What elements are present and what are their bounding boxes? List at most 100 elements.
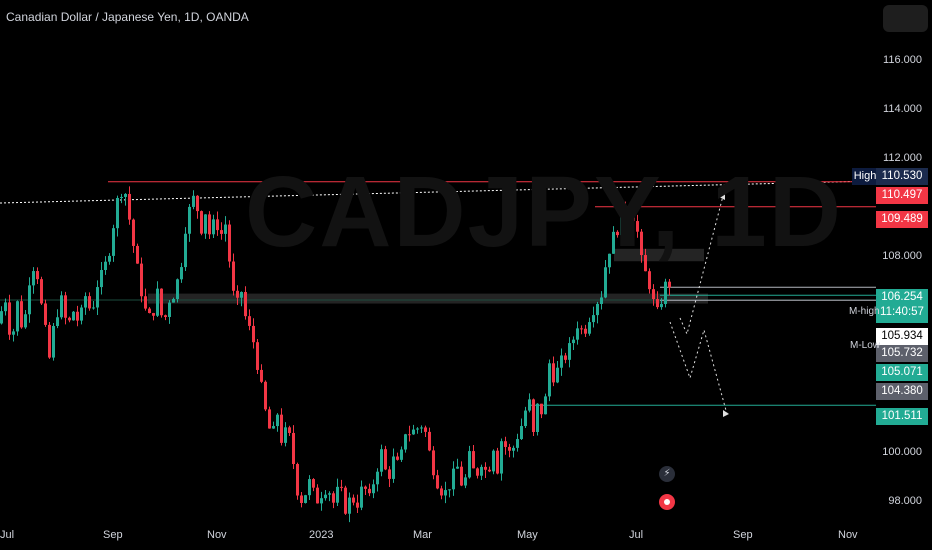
candle-body	[312, 479, 315, 488]
bearish-arrowhead	[723, 410, 729, 417]
candle-body	[420, 427, 423, 429]
candle-body	[444, 490, 447, 496]
candle-body	[408, 434, 411, 436]
candle-body	[448, 489, 451, 491]
candle-body	[360, 486, 363, 508]
candle-body	[72, 311, 75, 321]
candle-body	[12, 331, 15, 335]
candle-body	[376, 471, 379, 485]
candle-body	[284, 427, 287, 443]
candle-body	[496, 450, 499, 474]
candle-body	[112, 228, 115, 256]
candle-body	[380, 449, 383, 472]
candle-body	[524, 410, 527, 427]
m-low-text: M-Low	[850, 340, 881, 351]
candle-body	[300, 495, 303, 503]
candle-body	[484, 466, 487, 470]
candle-body	[224, 224, 227, 234]
candle-body	[588, 322, 591, 334]
candle-body	[624, 206, 627, 221]
candle-body	[244, 291, 247, 317]
candle-body	[60, 295, 63, 318]
candle-body	[328, 493, 331, 495]
candle-body	[608, 253, 611, 268]
candle-body	[552, 363, 555, 383]
candle-body	[124, 193, 127, 197]
candle-body	[260, 369, 263, 382]
m-low-price-label: 105.732	[876, 345, 928, 362]
candle-body	[528, 399, 531, 411]
candle-body	[128, 193, 131, 220]
candle-body	[280, 414, 283, 443]
candle-body	[96, 287, 99, 308]
candle-body	[432, 450, 435, 476]
candle-body	[512, 447, 515, 451]
candle-body	[664, 281, 667, 305]
candle-body	[144, 296, 147, 309]
candle-body	[292, 432, 295, 465]
candle-body	[592, 315, 595, 323]
candle-body	[424, 427, 427, 432]
grey-price-label: 104.380	[876, 383, 928, 400]
candle-body	[388, 469, 391, 479]
candle-body	[212, 219, 215, 235]
bearish-projection	[669, 321, 728, 415]
candle-body	[208, 214, 211, 235]
red-price-label-2: 109.489	[876, 211, 928, 228]
record-icon[interactable]	[659, 494, 675, 510]
countdown-label: 11:40:57	[880, 306, 924, 318]
x-tick: Jul	[629, 529, 644, 541]
candle-body	[476, 468, 479, 476]
candle-body	[436, 475, 439, 489]
candle-body	[248, 316, 251, 326]
high-tag: High	[852, 168, 878, 185]
candle-body	[632, 217, 635, 222]
candle-body	[188, 206, 191, 234]
candle-body	[428, 431, 431, 451]
candle-body	[104, 261, 107, 271]
candle-body	[584, 328, 587, 334]
chart-title[interactable]: Canadian Dollar / Japanese Yen, 1D, OAND…	[6, 10, 249, 24]
candle-body	[544, 396, 547, 415]
candle-body	[352, 497, 355, 503]
candle-body	[508, 446, 511, 451]
candle-body	[200, 211, 203, 234]
candle-body	[368, 488, 371, 494]
x-tick: Sep	[103, 529, 123, 541]
candle-body	[16, 301, 19, 332]
candle-body	[316, 487, 319, 504]
candle-body	[324, 494, 327, 499]
candle-body	[520, 426, 523, 440]
candle-body	[176, 279, 179, 300]
candle-body	[252, 325, 255, 343]
candle-body	[204, 214, 207, 234]
candle-body	[148, 308, 151, 314]
candle-body	[76, 311, 79, 321]
candle-body	[596, 303, 599, 316]
candle-body	[656, 299, 659, 308]
candle-body	[660, 304, 663, 308]
candle-body	[620, 206, 623, 236]
candle-body	[348, 497, 351, 514]
candle-body	[472, 451, 475, 469]
candle-body	[116, 197, 119, 229]
candle-body	[240, 291, 243, 298]
candle-body	[488, 469, 491, 472]
candle-body	[464, 477, 467, 486]
candle-body	[612, 231, 615, 254]
y-tick: 116.000	[883, 54, 922, 66]
lightning-icon[interactable]: ⚡	[659, 466, 675, 482]
candle-body	[220, 230, 223, 234]
candle-body	[168, 302, 171, 317]
candle-body	[336, 486, 339, 503]
candle-body	[372, 484, 375, 494]
current-price-label: 106.254	[881, 291, 923, 303]
candle-body	[356, 502, 359, 508]
candle-body	[268, 409, 271, 429]
candle-body	[332, 493, 335, 503]
price-axis[interactable]: 116.000 114.000 112.000 108.000 100.000 …	[872, 0, 932, 520]
chart-menu-button[interactable]	[883, 5, 928, 32]
candle-body	[468, 451, 471, 478]
candle-body	[184, 233, 187, 268]
